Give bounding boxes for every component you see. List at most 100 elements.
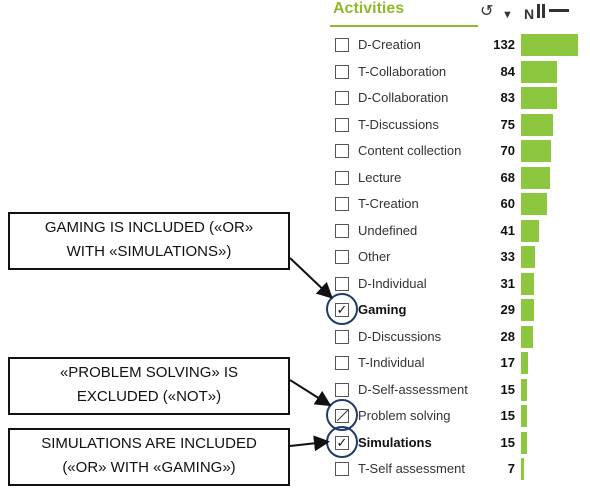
list-item-checkbox[interactable] bbox=[335, 170, 349, 185]
callout-simulations-line1: SIMULATIONS ARE INCLUDED bbox=[41, 435, 257, 452]
list-item-count: 15 bbox=[500, 408, 515, 423]
list-item-checkbox[interactable] bbox=[335, 462, 349, 476]
panel-title: Activities bbox=[333, 0, 405, 17]
list-item-label: D-Collaboration bbox=[358, 90, 449, 105]
list-item[interactable]: T-Creation 60 bbox=[330, 193, 590, 219]
list-item-bar bbox=[521, 113, 553, 136]
list-item-label: D-Self-assessment bbox=[358, 381, 468, 397]
list-item-count: 132 bbox=[493, 37, 515, 52]
list-item[interactable]: D-Individual 31 bbox=[330, 272, 590, 299]
callout-gaming-line2: WITH «SIMULATIONS») bbox=[66, 243, 232, 260]
list-item-checkbox[interactable] bbox=[335, 117, 349, 132]
list-item-bar bbox=[521, 272, 534, 295]
list-item-bar bbox=[521, 219, 539, 242]
arrow-problem-solving bbox=[289, 379, 332, 407]
list-item-bar bbox=[521, 60, 557, 83]
list-item-label: D-Individual bbox=[358, 275, 427, 291]
list-item-count: 84 bbox=[500, 63, 515, 79]
list-item[interactable]: Undefined 41 bbox=[330, 219, 590, 246]
list-item-label: T-Collaboration bbox=[358, 63, 447, 79]
list-item-bar bbox=[521, 325, 533, 348]
list-item-bar bbox=[521, 140, 551, 162]
list-item-count: 17 bbox=[500, 355, 515, 370]
list-item-label: Other bbox=[358, 249, 391, 264]
list-item-checkbox[interactable] bbox=[335, 329, 349, 344]
list-item-bar bbox=[521, 458, 524, 480]
callout-simulations-line2: («OR» WITH «GAMING») bbox=[62, 459, 236, 476]
list-item-label: Lecture bbox=[358, 169, 402, 185]
list-item-checkbox[interactable] bbox=[335, 250, 349, 264]
list-item-count: 68 bbox=[500, 169, 515, 185]
callout-gaming-line1: GAMING IS INCLUDED («OR» bbox=[44, 219, 254, 236]
list-item[interactable]: T-Self assessment 7 bbox=[330, 458, 590, 484]
list-item-checkbox[interactable] bbox=[335, 64, 349, 79]
list-item-bar bbox=[521, 378, 527, 401]
list-item[interactable]: Lecture 68 bbox=[330, 166, 590, 193]
list-item-count: 31 bbox=[500, 275, 515, 291]
list-item-bar bbox=[521, 193, 547, 215]
list-item-count: 15 bbox=[500, 381, 515, 397]
callout-problem-solving: «PROBLEM SOLVING» IS EXCLUDED («NOT») bbox=[8, 357, 290, 415]
list-item-checkbox[interactable] bbox=[335, 223, 349, 238]
list-item[interactable]: D-Discussions 28 bbox=[330, 325, 590, 352]
arrow-gaming bbox=[289, 257, 333, 299]
list-item-bar bbox=[521, 299, 534, 321]
list-item-label: T-Individual bbox=[358, 355, 425, 370]
list-item[interactable]: D-Self-assessment 15 bbox=[330, 378, 590, 405]
title-underline bbox=[330, 25, 478, 27]
list-item-label: Undefined bbox=[358, 222, 418, 238]
list-item-bar bbox=[521, 405, 527, 427]
list-item-checkbox[interactable] bbox=[335, 276, 349, 291]
list-item-label: D-Creation bbox=[358, 37, 421, 52]
list-item-bar bbox=[521, 87, 557, 109]
list-item-label: Content collection bbox=[358, 143, 462, 158]
list-item-checkbox[interactable] bbox=[335, 38, 349, 52]
list-item[interactable]: Other 33 bbox=[330, 246, 590, 272]
list-item-bar bbox=[521, 166, 550, 189]
reset-icon[interactable]: ↺ bbox=[480, 3, 494, 20]
callout-problem-line2: EXCLUDED («NOT») bbox=[76, 388, 222, 405]
arrow-simulations bbox=[289, 435, 330, 452]
list-item-label: Simulations bbox=[358, 434, 432, 450]
list-item-bar bbox=[521, 246, 535, 268]
list-item-checkbox[interactable] bbox=[335, 197, 349, 211]
list-item-label: T-Discussions bbox=[358, 116, 439, 132]
list-item-count: 83 bbox=[500, 90, 515, 105]
list-item-bar bbox=[521, 431, 527, 454]
list-item[interactable]: D-Creation 132 bbox=[330, 34, 590, 60]
list-item-label: Gaming bbox=[358, 302, 407, 317]
list-item-count: 70 bbox=[500, 143, 515, 158]
list-item-count: 7 bbox=[507, 461, 515, 476]
list-item-label: T-Self assessment bbox=[358, 461, 465, 476]
list-item[interactable]: T-Individual 17 bbox=[330, 352, 590, 378]
list-item-checkbox[interactable] bbox=[335, 91, 349, 105]
list-item-bar bbox=[521, 352, 528, 374]
list-item-label: D-Discussions bbox=[358, 328, 442, 344]
list-item-bar bbox=[521, 34, 578, 56]
highlight-circle-gaming bbox=[326, 293, 358, 325]
minimize-icon[interactable] bbox=[549, 9, 569, 12]
dropdown-arrow-icon[interactable]: ▼ bbox=[502, 9, 513, 21]
list-item-label: Problem solving bbox=[358, 408, 451, 423]
list-item[interactable]: T-Discussions 75 bbox=[330, 113, 590, 140]
list-item-checkbox[interactable] bbox=[335, 144, 349, 158]
list-item[interactable]: Content collection 70 bbox=[330, 140, 590, 166]
list-item-count: 75 bbox=[500, 116, 515, 132]
callout-problem-line1: «PROBLEM SOLVING» IS bbox=[59, 364, 239, 381]
bars-icon[interactable] bbox=[537, 4, 545, 18]
list-item-checkbox[interactable] bbox=[335, 382, 349, 397]
callout-gaming: GAMING IS INCLUDED («OR» WITH «SIMULATIO… bbox=[8, 212, 290, 270]
list-item-count: 15 bbox=[500, 434, 515, 450]
list-item[interactable]: T-Collaboration 84 bbox=[330, 60, 590, 87]
sort-button[interactable]: N bbox=[524, 6, 535, 22]
callout-simulations: SIMULATIONS ARE INCLUDED («OR» WITH «GAM… bbox=[8, 428, 290, 486]
list-item-count: 41 bbox=[500, 222, 515, 238]
list-item-checkbox[interactable] bbox=[335, 356, 349, 370]
list-item-count: 29 bbox=[500, 302, 515, 317]
list-item-count: 60 bbox=[500, 196, 515, 211]
list-item-count: 33 bbox=[500, 249, 515, 264]
list-item-label: T-Creation bbox=[358, 196, 419, 211]
list-item-count: 28 bbox=[500, 328, 515, 344]
list-item[interactable]: D-Collaboration 83 bbox=[330, 87, 590, 113]
